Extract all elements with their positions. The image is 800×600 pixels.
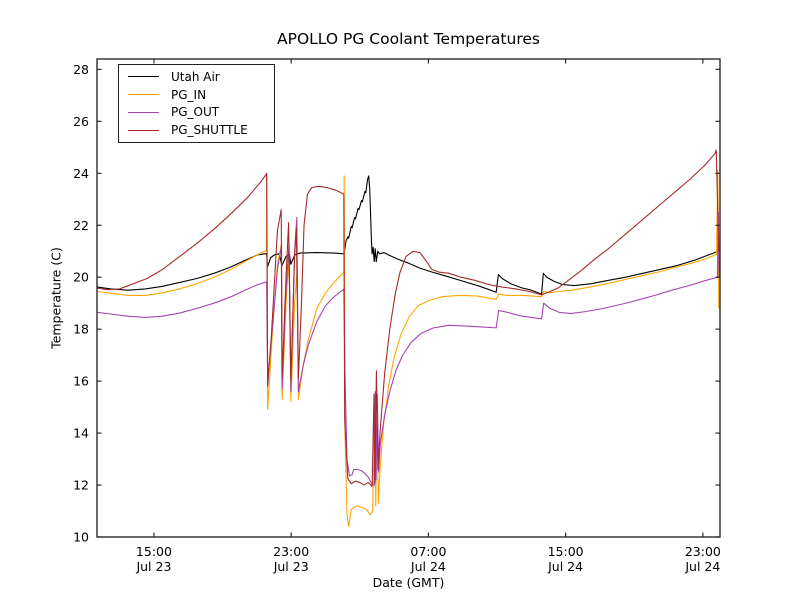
axes-frame (96, 58, 721, 538)
x-tick-label-date: Jul 23 (135, 559, 171, 574)
y-tick-label: 12 (73, 478, 89, 493)
legend-item-pg-shuttle: PG_SHUTTLE (119, 122, 274, 139)
series-line-utah-air (97, 175, 719, 295)
x-tick-label-date: Jul 24 (410, 559, 446, 574)
legend: Utah Air PG_IN PG_OUT PG_SHUTTLE (118, 64, 275, 143)
x-tick-label-time: 15:00 (548, 544, 584, 559)
series-line-pg-in (97, 170, 720, 528)
legend-line-utah-air (128, 76, 159, 78)
legend-line-pg-out (128, 111, 159, 113)
chart-title: APOLLO PG Coolant Temperatures (277, 30, 540, 48)
legend-line-pg-in (128, 94, 159, 96)
series-line-pg-out (97, 211, 720, 486)
series-line-pg-shuttle (97, 149, 720, 487)
y-axis-label: Temperature (C) (48, 247, 64, 349)
x-tick-label-date: Jul 23 (273, 559, 309, 574)
legend-item-pg-out: PG_OUT (119, 104, 274, 121)
y-tick-label: 28 (73, 62, 89, 77)
axis-ticks (97, 59, 720, 538)
x-tick-label-time: 15:00 (136, 544, 172, 559)
x-tick-label-time: 23:00 (685, 544, 721, 559)
x-axis-label: Date (GMT) (372, 575, 445, 590)
y-tick-label: 16 (73, 374, 89, 389)
y-tick-label: 20 (73, 270, 89, 285)
x-tick-label-date: Jul 24 (684, 559, 720, 574)
legend-label: PG_OUT (171, 105, 220, 120)
legend-line-pg-shuttle (128, 129, 159, 131)
x-tick-label-date: Jul 24 (547, 559, 583, 574)
x-tick-label-time: 07:00 (410, 544, 446, 559)
y-tick-label: 26 (73, 114, 89, 129)
legend-item-utah-air: Utah Air (119, 68, 274, 85)
y-tick-label: 18 (73, 322, 89, 337)
x-tick-label-time: 23:00 (273, 544, 309, 559)
y-tick-label: 14 (73, 426, 89, 441)
plot-frame (96, 58, 721, 538)
legend-item-pg-in: PG_IN (119, 86, 274, 103)
legend-label: PG_IN (171, 87, 207, 102)
legend-label: Utah Air (171, 69, 220, 84)
y-tick-label: 22 (73, 218, 89, 233)
plot-series (97, 149, 720, 528)
y-tick-label: 10 (73, 530, 89, 545)
y-tick-label: 24 (73, 166, 89, 181)
legend-label: PG_SHUTTLE (171, 123, 248, 138)
